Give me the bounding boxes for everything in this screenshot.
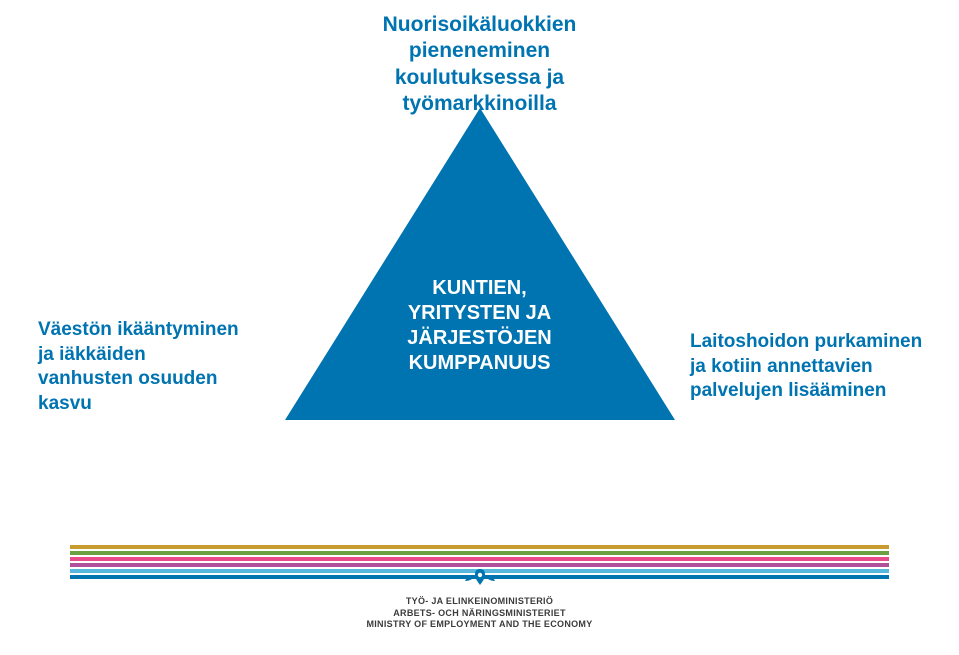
top-title-line: koulutuksessa ja [0, 65, 959, 91]
stripe [70, 545, 889, 549]
stripe [70, 557, 889, 561]
triangle-text-line: YRITYSTEN JA [285, 301, 675, 326]
footer-line: MINISTRY OF EMPLOYMENT AND THE ECONOMY [0, 619, 959, 630]
triangle-text-line: KUNTIEN, [285, 276, 675, 301]
left-text-line: ja iäkkäiden [38, 343, 239, 368]
triangle-text-line: JÄRJESTÖJEN [285, 326, 675, 351]
left-text-line: kasvu [38, 392, 239, 417]
triangle-text-line: KUMPPANUUS [285, 351, 675, 376]
stripe [70, 551, 889, 555]
left-side-text: Väestön ikääntyminen ja iäkkäiden vanhus… [38, 318, 239, 417]
triangle: KUNTIEN, YRITYSTEN JA JÄRJESTÖJEN KUMPPA… [285, 108, 675, 420]
footer-line: TYÖ- JA ELINKEINOMINISTERIÖ [0, 596, 959, 607]
right-text-line: ja kotiin annettavien [690, 355, 922, 380]
footer-line: ARBETS- OCH NÄRINGSMINISTERIET [0, 608, 959, 619]
top-title-line: pieneneminen [0, 38, 959, 64]
crest-icon [463, 567, 497, 592]
right-text-line: palvelujen lisääminen [690, 379, 922, 404]
triangle-text: KUNTIEN, YRITYSTEN JA JÄRJESTÖJEN KUMPPA… [285, 276, 675, 376]
footer-logo-block: TYÖ- JA ELINKEINOMINISTERIÖ ARBETS- OCH … [0, 567, 959, 630]
left-text-line: Väestön ikääntyminen [38, 318, 239, 343]
left-text-line: vanhusten osuuden [38, 367, 239, 392]
top-title: Nuorisoikäluokkien pieneneminen koulutuk… [0, 12, 959, 117]
right-side-text: Laitoshoidon purkaminen ja kotiin annett… [690, 330, 922, 404]
right-text-line: Laitoshoidon purkaminen [690, 330, 922, 355]
top-title-line: Nuorisoikäluokkien [0, 12, 959, 38]
footer-text: TYÖ- JA ELINKEINOMINISTERIÖ ARBETS- OCH … [0, 596, 959, 630]
